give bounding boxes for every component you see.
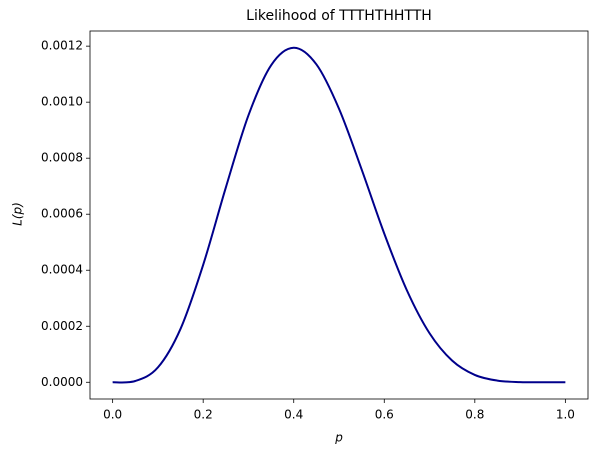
x-tick-label: 0.0 xyxy=(103,408,122,422)
line-series xyxy=(112,46,566,384)
y-tick-label: 0.0008 xyxy=(41,151,83,165)
chart-title: Likelihood of TTTHTHHTTH xyxy=(246,8,432,24)
x-tick-label: 0.8 xyxy=(465,408,484,422)
y-tick-label: 0.0004 xyxy=(41,263,83,277)
y-tick-label: 0.0000 xyxy=(41,375,83,389)
y-tick-label: 0.0006 xyxy=(41,207,83,221)
y-axis-label: L(p) xyxy=(11,202,25,226)
plot-frame xyxy=(89,30,589,400)
y-tick-label: 0.0010 xyxy=(41,95,83,109)
x-tick-label: 1.0 xyxy=(556,408,575,422)
x-tick-label: 0.4 xyxy=(284,408,303,422)
x-axis-label: p xyxy=(334,431,343,445)
x-tick-label: 0.6 xyxy=(375,408,394,422)
x-tick-label: 0.2 xyxy=(194,408,213,422)
y-tick-label: 0.0012 xyxy=(41,39,83,53)
y-tick-label: 0.0002 xyxy=(41,319,83,333)
